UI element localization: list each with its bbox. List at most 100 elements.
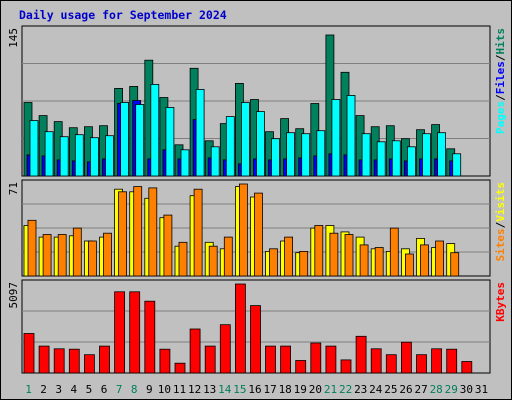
- bar-sites-day-13: [208, 245, 218, 277]
- x-axis-labels: 1 2 3 4 5 6 7 8 9 10 11 12 13 14 15 16 17 18 19 20 21 22 23 24 2…: [25, 383, 488, 396]
- bar-kbytes-day-14: [219, 324, 231, 374]
- bar-sites-day-11: [178, 241, 188, 277]
- bar-kbytes-day-27: [416, 354, 427, 374]
- bar-pages-day-21: [331, 99, 341, 177]
- bar-kbytes-day-28: [431, 348, 443, 374]
- bar-sites-day-17: [269, 248, 278, 277]
- x-tick-label: 28: [430, 383, 443, 396]
- bar-sites-day-23: [359, 244, 369, 277]
- legend-visits: Sites/Visits: [494, 182, 507, 262]
- x-tick-label: 13: [203, 383, 216, 396]
- x-tick-label: 1: [25, 383, 32, 396]
- bar-sites-day-16: [254, 192, 263, 277]
- x-tick-label: 2: [40, 383, 47, 396]
- bar-pages-day-24: [376, 141, 386, 177]
- bar-pages-day-7: [120, 102, 129, 177]
- bar-sites-day-22: [344, 234, 354, 277]
- bar-kbytes-day-6: [99, 345, 110, 374]
- bar-sites-day-7: [118, 191, 127, 277]
- x-tick-label: 8: [131, 383, 138, 396]
- bar-pages-day-14: [225, 116, 235, 177]
- bar-kbytes-day-13: [204, 345, 216, 374]
- bar-kbytes-day-25: [385, 354, 397, 374]
- bar-pages-day-11: [180, 149, 190, 177]
- bar-kbytes-day-26: [400, 341, 412, 374]
- bar-pages-day-8: [135, 104, 145, 177]
- bar-pages-day-15: [240, 102, 250, 177]
- legend-entry-kbytes: KBytes: [494, 282, 507, 322]
- x-tick-label: 23: [354, 383, 367, 396]
- x-tick-label: 11: [173, 383, 186, 396]
- x-tick-label: 18: [279, 383, 292, 396]
- y-max-label-visits: 71: [7, 182, 20, 195]
- legend-kbytes: KBytes: [494, 282, 507, 322]
- bar-kbytes-day-15: [234, 283, 246, 374]
- bar-pages-day-18: [286, 132, 296, 177]
- bar-kbytes-day-18: [280, 345, 292, 374]
- bar-sites-day-6: [103, 232, 112, 277]
- bar-pages-day-2: [44, 131, 54, 177]
- panel-kbytes: 5097 KBytes: [7, 279, 507, 374]
- x-tick-label: 21: [324, 383, 337, 396]
- bar-kbytes-day-8: [129, 291, 141, 374]
- bar-kbytes-day-29: [446, 348, 458, 374]
- bar-pages-day-3: [59, 136, 69, 177]
- legend-entry-hits: Hits: [494, 28, 507, 55]
- bar-kbytes-day-23: [355, 335, 367, 374]
- y-max-label-kbytes: 5097: [7, 282, 20, 309]
- bar-kbytes-day-24: [370, 348, 382, 374]
- bar-sites-day-9: [148, 187, 158, 277]
- x-tick-label: 26: [399, 383, 412, 396]
- bar-kbytes-day-5: [84, 354, 95, 374]
- bar-pages-day-1: [29, 120, 39, 177]
- bar-sites-day-5: [88, 240, 97, 277]
- bar-pages-day-13: [210, 146, 220, 177]
- bar-sites-day-29: [450, 252, 460, 277]
- bar-pages-day-20: [316, 130, 326, 177]
- bar-sites-day-3: [57, 234, 67, 277]
- bar-sites-day-20: [314, 225, 324, 277]
- bar-sites-day-24: [374, 247, 384, 277]
- bar-sites-day-12: [193, 188, 203, 277]
- bar-kbytes-day-11: [174, 362, 186, 374]
- panel-visits: 71 Sites/Visits: [7, 179, 507, 277]
- x-tick-label: 12: [188, 383, 201, 396]
- bar-sites-day-26: [404, 253, 414, 277]
- bar-kbytes-day-30: [461, 361, 473, 374]
- x-tick-label: 9: [146, 383, 153, 396]
- bar-pages-day-25: [391, 140, 401, 177]
- bar-sites-day-2: [42, 234, 52, 277]
- bar-sites-day-25: [389, 227, 399, 277]
- x-tick-label: 14: [218, 383, 232, 396]
- bar-kbytes-day-17: [265, 345, 276, 374]
- x-tick-label: 30: [460, 383, 473, 396]
- chart-title: Daily usage for September 2024: [19, 8, 227, 22]
- bar-kbytes-day-7: [114, 291, 125, 374]
- bar-sites-day-21: [329, 232, 339, 277]
- bar-pages-day-16: [256, 111, 265, 177]
- x-tick-label: 7: [116, 383, 123, 396]
- bar-sites-day-14: [223, 236, 233, 277]
- bar-pages-day-26: [406, 146, 416, 177]
- bar-pages-day-12: [195, 89, 205, 177]
- x-tick-label: 31: [475, 383, 488, 396]
- bar-pages-day-22: [346, 95, 356, 177]
- bar-pages-day-9: [150, 84, 160, 177]
- bar-pages-day-4: [74, 134, 84, 177]
- bar-pages-day-5: [90, 137, 99, 177]
- x-tick-label: 3: [55, 383, 62, 396]
- x-tick-label: 20: [309, 383, 322, 396]
- bar-kbytes-day-21: [325, 345, 337, 374]
- bar-sites-day-8: [133, 186, 143, 277]
- bar-pages-day-6: [105, 135, 114, 177]
- x-tick-label: 29: [445, 383, 458, 396]
- y-max-label-hits: 145: [7, 28, 20, 48]
- bar-sites-day-10: [163, 214, 173, 277]
- bar-sites-day-19: [299, 250, 309, 277]
- bar-kbytes-day-12: [189, 328, 201, 374]
- x-tick-label: 4: [70, 383, 77, 396]
- bar-kbytes-day-20: [310, 342, 322, 374]
- bar-sites-day-1: [27, 219, 37, 277]
- x-tick-label: 5: [86, 383, 93, 396]
